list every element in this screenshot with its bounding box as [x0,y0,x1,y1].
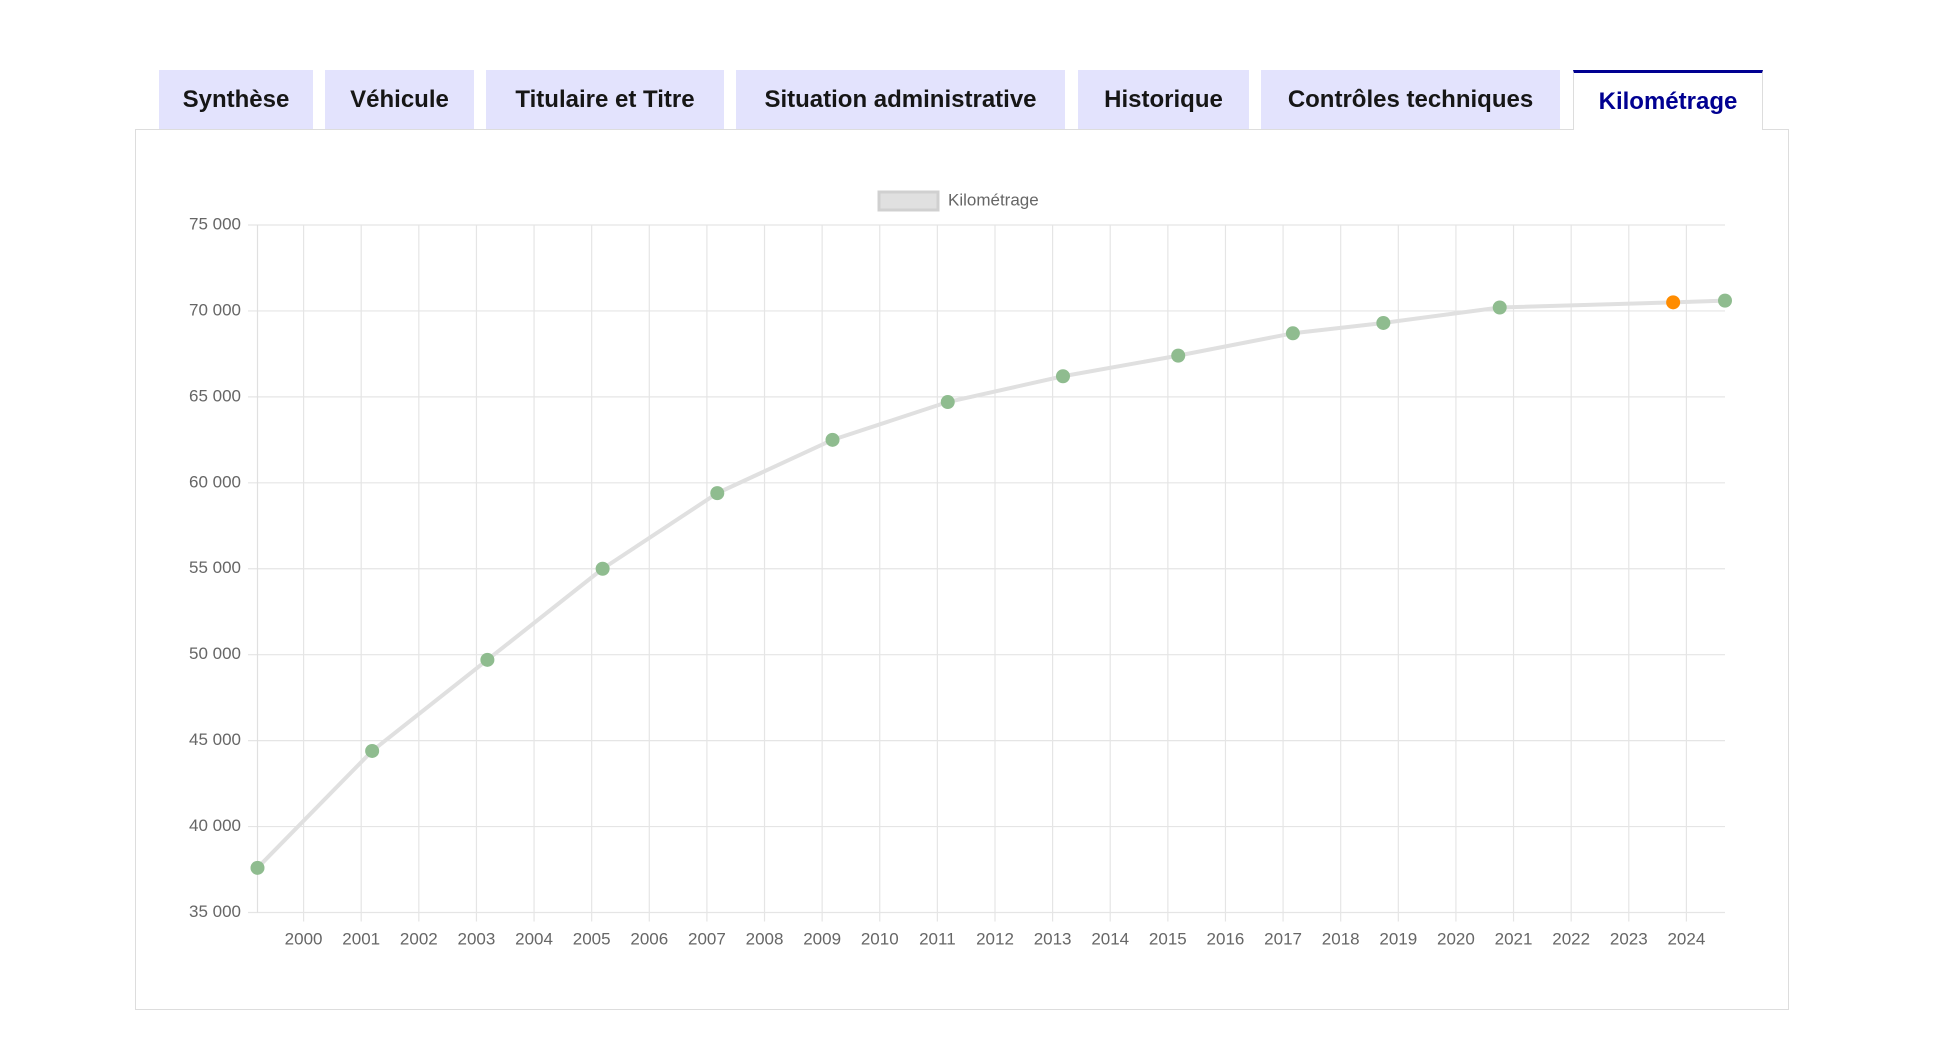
x-tick-label: 2013 [1034,929,1072,948]
point [1492,300,1507,315]
x-tick-label: 2009 [803,929,841,948]
x-tick-label: 2016 [1207,929,1245,948]
point [250,860,265,875]
point [595,561,610,576]
y-tick-label: 55 000 [189,558,241,577]
point [480,652,495,667]
x-tick-label: 2023 [1610,929,1648,948]
legend-label: Kilométrage [948,190,1039,209]
x-tick-label: 2018 [1322,929,1360,948]
x-tick-label: 2015 [1149,929,1187,948]
x-tick-label: 2008 [746,929,784,948]
point [1718,293,1732,308]
x-tick-label: 2022 [1552,929,1590,948]
y-tick-label: 50 000 [189,644,241,663]
x-tick-label: 2024 [1667,929,1705,948]
x-tick-label: 2020 [1437,929,1475,948]
x-tick-label: 2021 [1495,929,1533,948]
y-tick-label: 70 000 [189,300,241,319]
x-tick-label: 2005 [573,929,611,948]
point [940,395,955,410]
y-tick-label: 40 000 [189,816,241,835]
point [825,432,840,447]
tab[interactable]: Synthèse [159,70,313,129]
tab[interactable]: Historique [1078,70,1249,129]
point [710,486,725,501]
point [365,743,380,758]
point [1666,295,1681,310]
x-tick-label: 2000 [285,929,323,948]
y-tick-label: 35 000 [189,902,241,921]
x-tick-label: 2006 [630,929,668,948]
x-tick-label: 2001 [342,929,380,948]
legend-swatch [877,190,940,212]
y-tick-label: 75 000 [189,214,241,233]
x-tick-label: 2014 [1091,929,1129,948]
x-tick-label: 2010 [861,929,899,948]
x-tick-label: 2002 [400,929,438,948]
tab[interactable]: Titulaire et Titre [486,70,724,129]
x-tick-label: 2012 [976,929,1014,948]
point [1285,326,1300,341]
x-tick-label: 2011 [919,929,956,948]
tab[interactable]: Situation administrative [736,70,1065,129]
y-tick-label: 60 000 [189,472,241,491]
x-tick-label: 2017 [1264,929,1302,948]
x-tick-label: 2003 [458,929,496,948]
tab-active[interactable]: Kilométrage [1573,70,1763,130]
point [1055,369,1070,384]
point [1171,348,1186,363]
point [1376,315,1391,330]
y-tick-label: 65 000 [189,386,241,405]
tab[interactable]: Contrôles techniques [1261,70,1560,129]
x-tick-label: 2004 [515,929,553,948]
tab[interactable]: Véhicule [325,70,474,129]
y-tick-label: 45 000 [189,730,241,749]
x-tick-label: 2007 [688,929,726,948]
line [256,298,1726,870]
x-tick-label: 2019 [1379,929,1417,948]
